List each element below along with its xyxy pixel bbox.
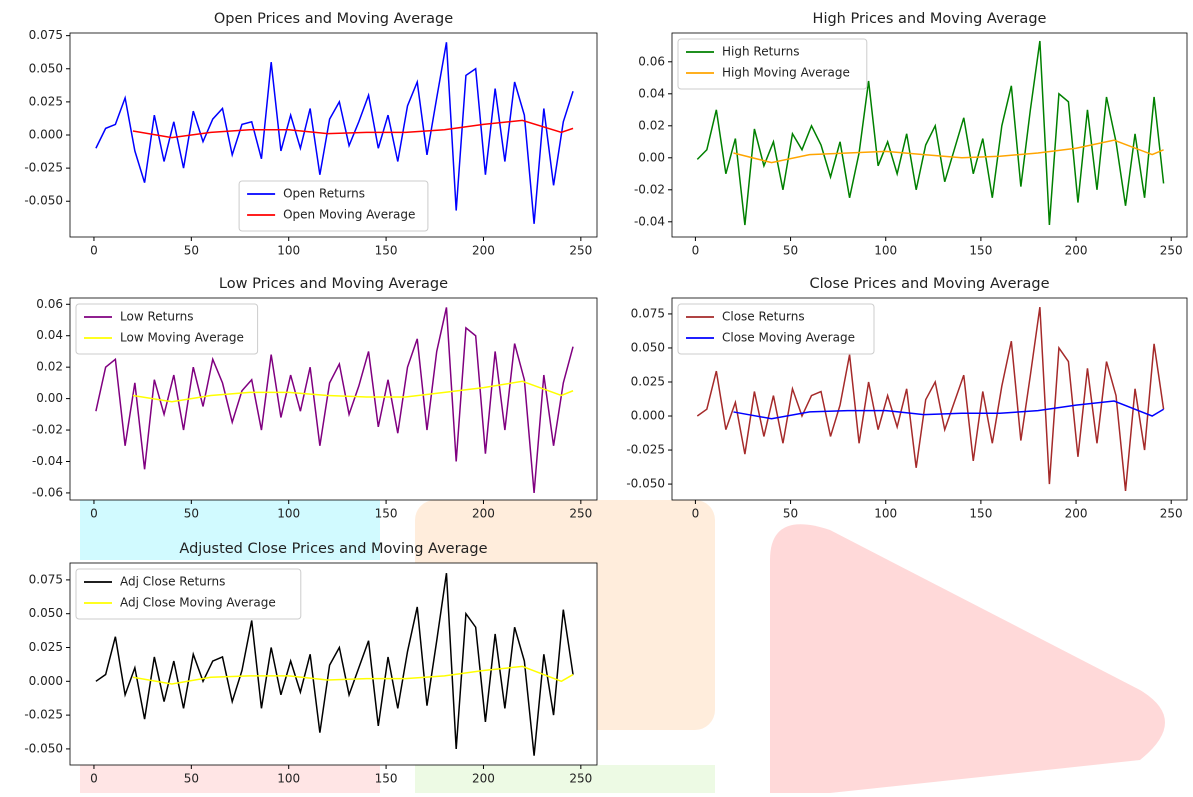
legend: Open Returns Open Moving Average [239,181,428,231]
legend: Adj Close Returns Adj Close Moving Averag… [76,569,301,619]
x-tick-label: 200 [472,244,495,258]
x-tick-label: 50 [184,507,199,521]
legend-label: Close Returns [722,310,805,324]
y-tick-label: -0.050 [24,194,63,208]
x-tick-label: 0 [692,244,700,258]
legend-label: Close Moving Average [722,331,855,345]
y-tick-label: -0.050 [24,741,63,755]
y-tick-label: 0.04 [638,86,665,100]
legend: Close Returns Close Moving Average [678,304,874,354]
x-tick-label: 50 [184,772,199,786]
watermark-shape [770,524,1165,793]
legend: High Returns High Moving Average [678,39,867,89]
watermark-shape [415,765,715,793]
subplot-title: Adjusted Close Prices and Moving Average [179,541,487,557]
subplot-title: Open Prices and Moving Average [214,11,453,27]
x-tick-label: 150 [969,244,992,258]
x-tick-label: 200 [1065,507,1088,521]
y-tick-label: 0.00 [638,150,665,164]
y-tick-label: -0.025 [24,708,63,722]
legend: Low Returns Low Moving Average [76,304,258,354]
x-tick-label: 100 [874,244,897,258]
y-tick-label: -0.04 [32,454,63,468]
x-tick-label: 100 [277,244,300,258]
legend-label: Open Returns [283,187,365,201]
y-tick-label: 0.02 [638,118,665,132]
y-tick-label: -0.02 [32,423,63,437]
y-tick-label: 0.06 [36,297,63,311]
x-tick-label: 250 [1160,244,1183,258]
x-tick-label: 0 [90,772,98,786]
y-tick-label: 0.025 [29,640,63,654]
y-tick-label: 0.075 [631,306,665,320]
y-tick-label: 0.025 [29,94,63,108]
y-tick-label: 0.000 [29,674,63,688]
subplot: High Prices and Moving Average 0 50 100 150 2… [634,11,1187,258]
y-tick-label: -0.025 [24,161,63,175]
y-tick-label: 0.075 [29,572,63,586]
y-tick-label: 0.000 [29,128,63,142]
x-tick-label: 250 [569,507,592,521]
x-tick-label: 200 [472,507,495,521]
x-tick-label: 150 [375,244,398,258]
legend-label: Adj Close Moving Average [120,596,276,610]
subplot-title: Close Prices and Moving Average [809,276,1049,292]
legend-label: Adj Close Returns [120,575,225,589]
subplot: Adjusted Close Prices and Moving Average… [24,541,597,786]
x-tick-label: 50 [184,244,199,258]
y-tick-label: -0.06 [32,485,63,499]
x-tick-label: 100 [277,772,300,786]
y-tick-label: 0.075 [29,28,63,42]
watermark-shape [80,765,380,793]
y-tick-label: 0.025 [631,374,665,388]
legend-label: High Moving Average [722,66,850,80]
y-tick-label: 0.00 [36,391,63,405]
y-tick-label: 0.06 [638,54,665,68]
y-tick-label: -0.050 [626,477,665,491]
x-tick-label: 250 [1160,507,1183,521]
y-tick-label: 0.000 [631,409,665,423]
x-tick-label: 200 [1065,244,1088,258]
y-tick-label: 0.050 [29,606,63,620]
x-tick-label: 50 [783,507,798,521]
y-tick-label: -0.04 [634,214,665,228]
x-tick-label: 150 [375,772,398,786]
subplot: Low Prices and Moving Average 0 50 100 150 20… [32,276,597,521]
x-tick-label: 0 [692,507,700,521]
subplot-title: Low Prices and Moving Average [219,276,448,292]
legend-label: Low Returns [120,310,194,324]
subplot-title: High Prices and Moving Average [813,11,1047,27]
x-tick-label: 100 [277,507,300,521]
legend-label: High Returns [722,45,799,59]
y-tick-label: 0.02 [36,360,63,374]
y-tick-label: -0.025 [626,443,665,457]
y-tick-label: 0.04 [36,328,63,342]
figure: Open Prices and Moving Average 0 50 100 150 2… [0,0,1193,793]
y-tick-label: -0.02 [634,182,665,196]
y-tick-label: 0.050 [631,340,665,354]
x-tick-label: 150 [375,507,398,521]
subplot: Close Prices and Moving Average 0 50 100 150… [626,276,1187,521]
y-tick-label: 0.050 [29,61,63,75]
x-tick-label: 50 [783,244,798,258]
subplot: Open Prices and Moving Average 0 50 100 150 2… [24,11,597,258]
x-tick-label: 100 [874,507,897,521]
legend-label: Open Moving Average [283,208,415,222]
x-tick-label: 0 [90,507,98,521]
x-tick-label: 150 [969,507,992,521]
x-tick-label: 0 [90,244,98,258]
x-tick-label: 250 [569,772,592,786]
x-tick-label: 200 [472,772,495,786]
x-tick-label: 250 [569,244,592,258]
legend-label: Low Moving Average [120,331,244,345]
